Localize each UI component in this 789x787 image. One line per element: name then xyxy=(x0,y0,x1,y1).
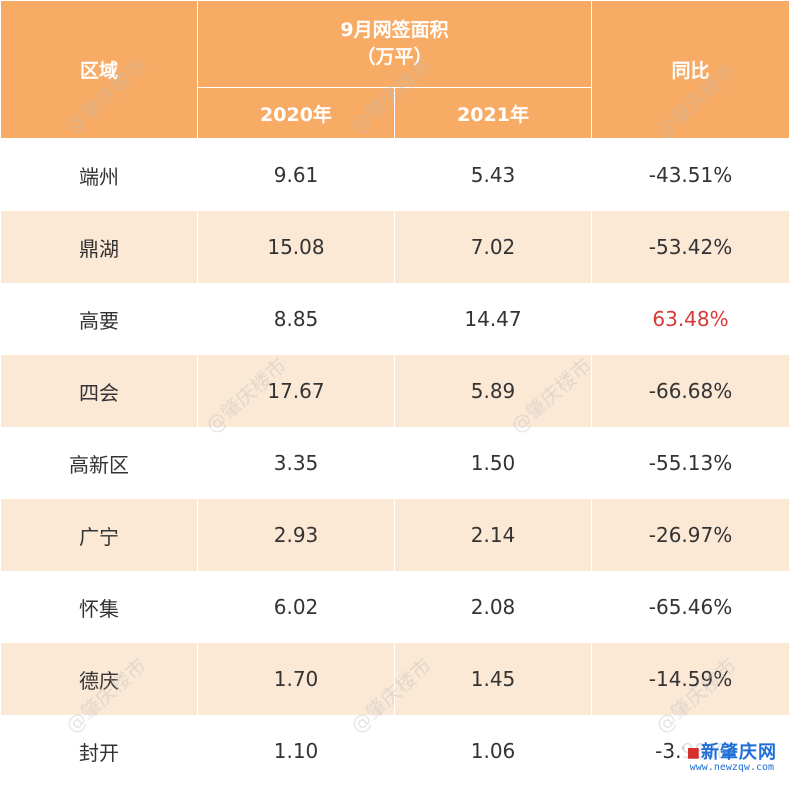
table-row: 广宁 2.93 2.14 -26.97% xyxy=(1,499,789,571)
table-row: 怀集 6.02 2.08 -65.46% xyxy=(1,571,789,643)
site-logo: ■新肇庆网 www.newzqw.com xyxy=(683,742,781,775)
cell-yoy: -55.13% xyxy=(592,427,789,499)
table-row: 四会 17.67 5.89 -66.68% xyxy=(1,355,789,427)
table-row: 鼎湖 15.08 7.02 -53.42% xyxy=(1,211,789,283)
cell-region: 端州 xyxy=(1,139,198,212)
cell-2020: 15.08 xyxy=(198,211,395,283)
cell-2020: 2.93 xyxy=(198,499,395,571)
cell-region: 高要 xyxy=(1,283,198,355)
cell-yoy: -26.97% xyxy=(592,499,789,571)
cell-region: 鼎湖 xyxy=(1,211,198,283)
header-year-2020: 2020年 xyxy=(198,88,395,139)
cell-2020: 3.35 xyxy=(198,427,395,499)
cell-2021: 5.43 xyxy=(395,139,592,212)
cell-yoy: -65.46% xyxy=(592,571,789,643)
table-row: 德庆 1.70 1.45 -14.59% xyxy=(1,643,789,715)
logo-url: www.newzqw.com xyxy=(687,763,777,773)
cell-2021: 2.08 xyxy=(395,571,592,643)
cell-2020: 1.70 xyxy=(198,643,395,715)
table-row: 高新区 3.35 1.50 -55.13% xyxy=(1,427,789,499)
cell-2021: 1.45 xyxy=(395,643,592,715)
cell-yoy-positive: 63.48% xyxy=(592,283,789,355)
cell-2021: 7.02 xyxy=(395,211,592,283)
cell-2020: 17.67 xyxy=(198,355,395,427)
cell-yoy: -14.59% xyxy=(592,643,789,715)
logo-name: 新肇庆网 xyxy=(701,742,777,763)
cell-2020: 1.10 xyxy=(198,715,395,787)
header-metric-unit: （万平） xyxy=(198,44,591,71)
header-metric-title: 9月网签面积 xyxy=(198,17,591,44)
cell-yoy: -66.68% xyxy=(592,355,789,427)
cell-yoy: -43.51% xyxy=(592,139,789,212)
cell-2020: 8.85 xyxy=(198,283,395,355)
cell-yoy: -53.42% xyxy=(592,211,789,283)
cell-2020: 9.61 xyxy=(198,139,395,212)
cell-region: 封开 xyxy=(1,715,198,787)
logo-mark-icon: ■ xyxy=(687,745,701,761)
cell-region: 四会 xyxy=(1,355,198,427)
cell-region: 广宁 xyxy=(1,499,198,571)
cell-2020: 6.02 xyxy=(198,571,395,643)
cell-region: 怀集 xyxy=(1,571,198,643)
cell-2021: 1.06 xyxy=(395,715,592,787)
cell-2021: 2.14 xyxy=(395,499,592,571)
header-yoy: 同比 xyxy=(592,1,789,139)
table-row: 封开 1.10 1.06 -3.98% xyxy=(1,715,789,787)
cell-2021: 5.89 xyxy=(395,355,592,427)
cell-region: 德庆 xyxy=(1,643,198,715)
header-metric: 9月网签面积 （万平） xyxy=(198,1,592,88)
cell-2021: 14.47 xyxy=(395,283,592,355)
cell-region: 高新区 xyxy=(1,427,198,499)
header-year-2021: 2021年 xyxy=(395,88,592,139)
table-row: 端州 9.61 5.43 -43.51% xyxy=(1,139,789,212)
table-row: 高要 8.85 14.47 63.48% xyxy=(1,283,789,355)
cell-2021: 1.50 xyxy=(395,427,592,499)
header-region: 区域 xyxy=(1,1,198,139)
